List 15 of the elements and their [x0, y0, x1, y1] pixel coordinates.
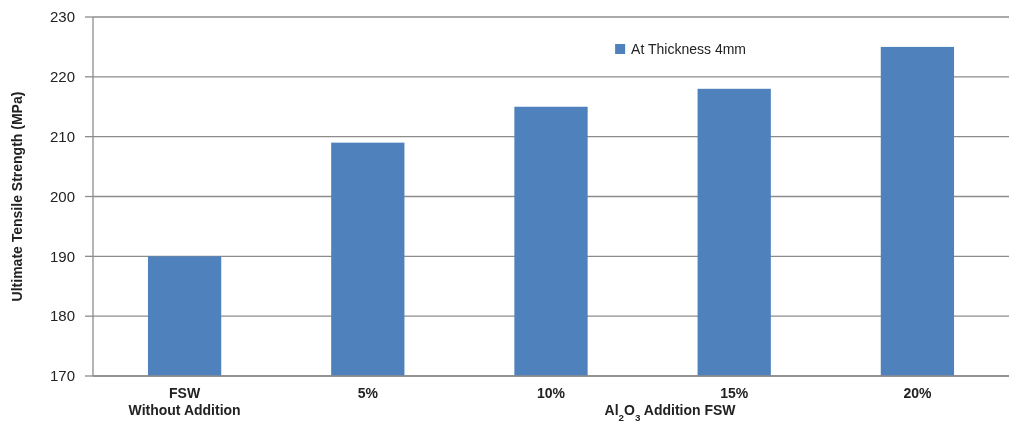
y-axis-title: Ultimate Tensile Strength (MPa): [9, 91, 25, 302]
y-tick-label: 190: [49, 247, 75, 265]
y-tick-label: 230: [49, 8, 75, 26]
y-tick-label: 180: [49, 307, 75, 325]
y-tick-label: 210: [49, 127, 75, 145]
y-tick-label: 170: [49, 367, 75, 385]
x-tick-label: 15%: [720, 385, 749, 401]
x-tick-label: 20%: [903, 385, 932, 401]
y-tick-label: 220: [49, 68, 75, 86]
x-axis-title: Al$_{2}$O$_{3}$ Addition FSW: [604, 402, 737, 423]
x-tick-label: 10%: [536, 385, 566, 401]
x-tick-label: 5%: [357, 385, 379, 401]
x-tick-label: FSW Without Addition: [128, 385, 241, 418]
legend-label: At Thickness 4mm: [631, 40, 747, 57]
y-tick-label: 200: [49, 187, 75, 205]
